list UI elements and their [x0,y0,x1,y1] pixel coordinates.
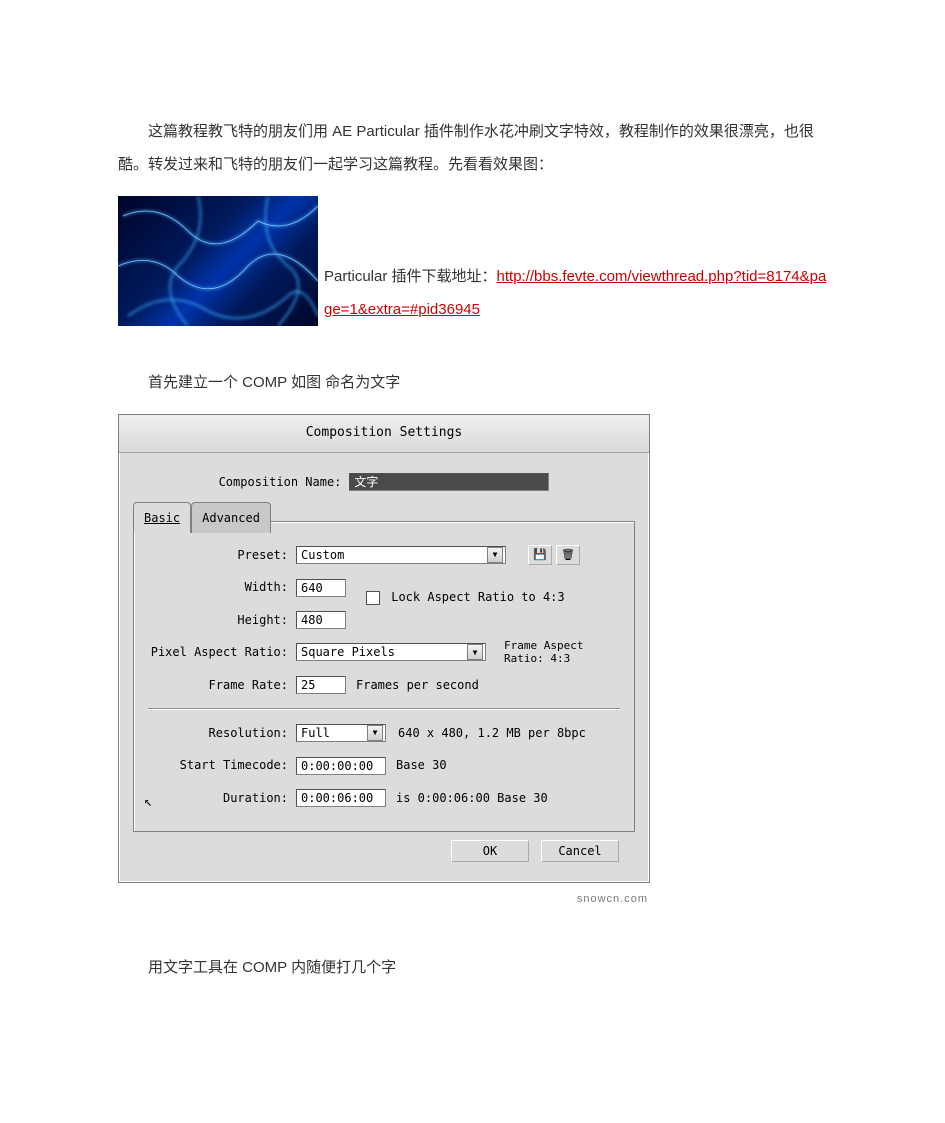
resolution-value: Full [301,720,330,746]
width-label: Width: [148,574,296,600]
resolution-info: 640 x 480, 1.2 MB per 8bpc [398,720,586,746]
duration-input[interactable] [296,789,386,807]
cursor-icon: ↖ [144,787,152,818]
step1-text: 首先建立一个 COMP 如图 命名为文字 [118,366,827,399]
frame-rate-label: Frame Rate: [148,672,296,698]
par-select[interactable]: Square Pixels ▼ [296,643,486,661]
frame-rate-input[interactable] [296,676,346,694]
step2-text: 用文字工具在 COMP 内随便打几个字 [118,951,827,984]
tab-basic[interactable]: Basic [133,502,191,533]
par-value: Square Pixels [301,639,395,665]
duration-suffix: is 0:00:06:00 Base 30 [396,785,548,811]
tab-advanced-label: Advanced [202,511,260,525]
par-label: Pixel Aspect Ratio: [148,639,296,665]
composition-settings-dialog: Composition Settings Composition Name: B… [118,414,650,883]
height-label: Height: [148,607,296,633]
dialog-title: Composition Settings [119,415,649,453]
frame-rate-suffix: Frames per second [356,672,479,698]
lock-aspect-checkbox[interactable] [366,591,380,605]
resolution-select[interactable]: Full ▼ [296,724,386,742]
duration-label: Duration: [148,785,296,811]
download-label: Particular 插件下载地址： [324,268,497,285]
width-input[interactable] [296,579,346,597]
save-preset-icon[interactable]: 💾 [528,545,552,565]
tab-basic-label: Basic [144,511,180,525]
comp-name-input[interactable] [349,473,549,491]
resolution-label: Resolution: [148,720,296,746]
effect-preview-image [118,196,318,326]
preset-value: Custom [301,542,344,568]
lock-aspect-label: Lock Aspect Ratio to 4:3 [391,590,564,604]
basic-panel: Preset: Custom ▼ 💾 🗑 Width: Lock A [133,521,635,832]
frame-aspect-label: Frame Aspect Ratio: 4:3 [504,639,583,665]
chevron-down-icon: ▼ [487,547,503,563]
chevron-down-icon: ▼ [367,725,383,741]
preset-label: Preset: [148,542,296,568]
delete-preset-icon[interactable]: 🗑 [556,545,580,565]
chevron-down-icon: ▼ [467,644,483,660]
start-timecode-suffix: Base 30 [396,752,447,778]
ok-button[interactable]: OK [451,840,529,862]
watermark-text: snowcn.com [118,887,654,911]
comp-name-label: Composition Name: [219,469,350,495]
preset-select[interactable]: Custom ▼ [296,546,506,564]
cancel-button[interactable]: Cancel [541,840,619,862]
start-timecode-label: Start Timecode: [148,752,296,778]
start-timecode-input[interactable] [296,757,386,775]
tab-advanced[interactable]: Advanced [191,502,271,533]
intro-paragraph: 这篇教程教飞特的朋友们用 AE Particular 插件制作水花冲刷文字特效，… [118,115,827,181]
height-input[interactable] [296,611,346,629]
